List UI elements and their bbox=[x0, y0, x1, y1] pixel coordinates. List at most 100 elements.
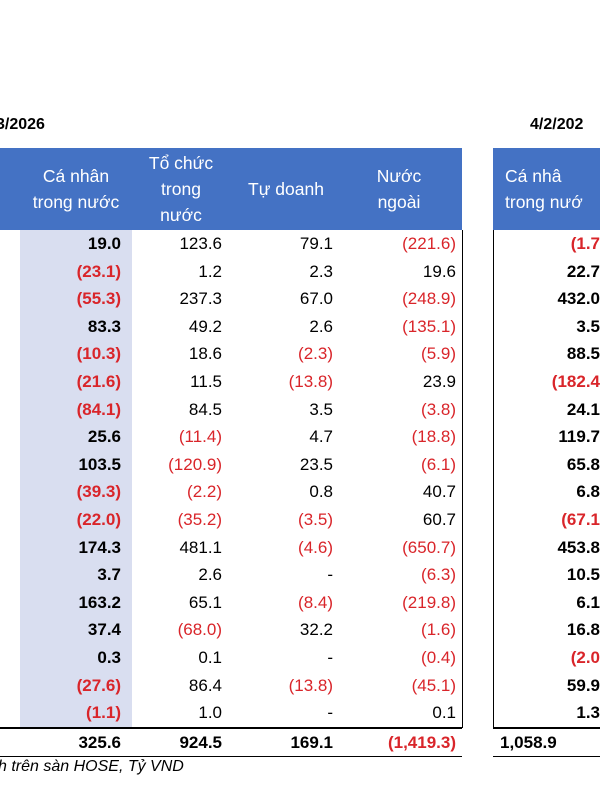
cell-tu-doanh: 2.3 bbox=[309, 261, 333, 281]
cell-ca-nhan-right: 22.7 bbox=[566, 261, 600, 281]
total-nuoc-ngoai: (1,419.3) bbox=[387, 733, 456, 752]
total-right-ca-nhan: 1,058.9 bbox=[500, 733, 557, 752]
left-table-right-border bbox=[462, 230, 463, 728]
cell-ca-nhan: (84.1) bbox=[76, 399, 121, 419]
cell-tu-doanh: - bbox=[327, 565, 333, 585]
table-row: 10.5 bbox=[493, 561, 600, 589]
table-row: (84.1) 84.5 3.5 (3.8) bbox=[0, 396, 462, 424]
table-row: 174.3 481.1 (4.6) (650.7) bbox=[0, 534, 462, 562]
left-table-header: Cá nhân trong nước Tổ chức trong nước Tự… bbox=[0, 148, 462, 230]
cell-ca-nhan-right: 432.0 bbox=[557, 289, 600, 309]
total-to-chuc: 924.5 bbox=[179, 733, 222, 752]
cell-ca-nhan-right: 59.9 bbox=[566, 675, 600, 695]
table-row: 65.8 bbox=[493, 451, 600, 479]
cell-to-chuc: 1.2 bbox=[198, 261, 222, 281]
highlight-column bbox=[20, 230, 132, 728]
cell-to-chuc: 86.4 bbox=[188, 675, 222, 695]
table-row: (10.3) 18.6 (2.3) (5.9) bbox=[0, 340, 462, 368]
cell-to-chuc: 18.6 bbox=[188, 344, 222, 364]
cell-nuoc-ngoai: (221.6) bbox=[402, 234, 456, 253]
cell-ca-nhan: 103.5 bbox=[78, 454, 121, 474]
table-row: 6.1 bbox=[493, 589, 600, 617]
cell-nuoc-ngoai: (18.8) bbox=[411, 427, 456, 447]
cell-ca-nhan-right: 6.8 bbox=[576, 482, 600, 502]
header-ca-nhan-right: Cá nhâ trong nướ bbox=[505, 166, 583, 212]
cell-ca-nhan-right: 24.1 bbox=[566, 399, 600, 419]
total-divider-left bbox=[0, 727, 462, 729]
cell-ca-nhan: (10.3) bbox=[76, 344, 121, 364]
cell-tu-doanh: 23.5 bbox=[299, 454, 333, 474]
table-row: 432.0 bbox=[493, 285, 600, 313]
table-row: (23.1) 1.2 2.3 19.6 bbox=[0, 258, 462, 286]
table-row: 25.6 (11.4) 4.7 (18.8) bbox=[0, 423, 462, 451]
cell-nuoc-ngoai: (248.9) bbox=[402, 289, 456, 309]
table-row: 453.8 bbox=[493, 534, 600, 562]
cell-to-chuc: 237.3 bbox=[179, 289, 222, 309]
cell-ca-nhan: 163.2 bbox=[78, 592, 121, 612]
date-label-left: 3/2026 bbox=[0, 116, 45, 133]
cell-tu-doanh: 2.6 bbox=[309, 316, 333, 336]
cell-nuoc-ngoai: (650.7) bbox=[402, 537, 456, 557]
table-row: (67.1 bbox=[493, 506, 600, 534]
cell-nuoc-ngoai: (6.1) bbox=[421, 454, 456, 474]
cell-ca-nhan: 37.4 bbox=[87, 620, 121, 640]
cell-ca-nhan: 19.0 bbox=[87, 234, 121, 253]
cell-nuoc-ngoai: (3.8) bbox=[421, 399, 456, 419]
header-ca-nhan: Cá nhân trong nước bbox=[32, 166, 120, 212]
date-label-right: 4/2/202 bbox=[530, 116, 584, 133]
table-row: 103.5 (120.9) 23.5 (6.1) bbox=[0, 451, 462, 479]
cell-ca-nhan: (1.1) bbox=[86, 703, 121, 723]
table-row: 83.3 49.2 2.6 (135.1) bbox=[0, 313, 462, 341]
total-tu-doanh: 169.1 bbox=[290, 733, 333, 752]
cell-ca-nhan-right: 119.7 bbox=[558, 427, 600, 447]
cell-to-chuc: 49.2 bbox=[188, 316, 222, 336]
cell-ca-nhan-right: 10.5 bbox=[566, 565, 600, 585]
cell-tu-doanh: - bbox=[327, 648, 333, 667]
cell-tu-doanh: - bbox=[327, 703, 333, 723]
cell-nuoc-ngoai: 40.7 bbox=[422, 482, 456, 502]
cell-nuoc-ngoai: (219.8) bbox=[402, 592, 456, 612]
cell-to-chuc: (68.0) bbox=[177, 620, 222, 640]
cell-nuoc-ngoai: (0.4) bbox=[421, 648, 456, 667]
table-row: (21.6) 11.5 (13.8) 23.9 bbox=[0, 368, 462, 396]
header-to-chuc: Tổ chức trong nước bbox=[148, 153, 214, 225]
cell-nuoc-ngoai: 60.7 bbox=[422, 510, 456, 529]
table-row: 22.7 bbox=[493, 258, 600, 286]
cell-tu-doanh: (3.5) bbox=[298, 510, 333, 529]
cell-tu-doanh: 79.1 bbox=[299, 234, 333, 253]
total-divider-right bbox=[493, 727, 600, 729]
bottom-line-right bbox=[493, 756, 600, 757]
table-row: 37.4 (68.0) 32.2 (1.6) bbox=[0, 616, 462, 644]
cell-ca-nhan: (39.3) bbox=[76, 482, 121, 502]
table-row: 119.7 bbox=[493, 423, 600, 451]
cell-nuoc-ngoai: 0.1 bbox=[432, 703, 456, 723]
table-row: 6.8 bbox=[493, 478, 600, 506]
table-row: 59.9 bbox=[493, 672, 600, 700]
table-row: 88.5 bbox=[493, 340, 600, 368]
table-row: 3.7 2.6 - (6.3) bbox=[0, 561, 462, 589]
cell-tu-doanh: (13.8) bbox=[288, 372, 333, 391]
cell-to-chuc: (35.2) bbox=[177, 510, 222, 529]
source-note: h trên sàn HOSE, Tỷ VND bbox=[0, 758, 184, 775]
cell-tu-doanh: (8.4) bbox=[298, 592, 333, 612]
cell-ca-nhan: 83.3 bbox=[87, 316, 121, 336]
cell-ca-nhan: 3.7 bbox=[97, 565, 121, 585]
bottom-line-left bbox=[0, 756, 462, 757]
cell-to-chuc: 11.5 bbox=[190, 372, 222, 391]
cell-ca-nhan: (55.3) bbox=[76, 289, 121, 309]
cell-nuoc-ngoai: (135.1) bbox=[402, 316, 456, 336]
cell-tu-doanh: (4.6) bbox=[298, 537, 333, 557]
cell-to-chuc: 1.0 bbox=[198, 703, 222, 723]
table-row: 1.3 bbox=[493, 699, 600, 727]
cell-to-chuc: 481.1 bbox=[179, 537, 222, 557]
table-row: 0.3 0.1 - (0.4) bbox=[0, 644, 462, 672]
table-row: (39.3) (2.2) 0.8 40.7 bbox=[0, 478, 462, 506]
cell-ca-nhan-right: 3.5 bbox=[576, 316, 600, 336]
cell-to-chuc: (120.9) bbox=[168, 454, 222, 474]
header-tu-doanh: Tự doanh bbox=[248, 179, 324, 199]
cell-to-chuc: 2.6 bbox=[198, 565, 222, 585]
table-row: (182.4 bbox=[493, 368, 600, 396]
total-row: 325.6 924.5 169.1 (1,419.3) 1,058.9 bbox=[0, 730, 600, 756]
table-row: 24.1 bbox=[493, 396, 600, 424]
cell-ca-nhan-right: (2.0 bbox=[570, 648, 600, 667]
